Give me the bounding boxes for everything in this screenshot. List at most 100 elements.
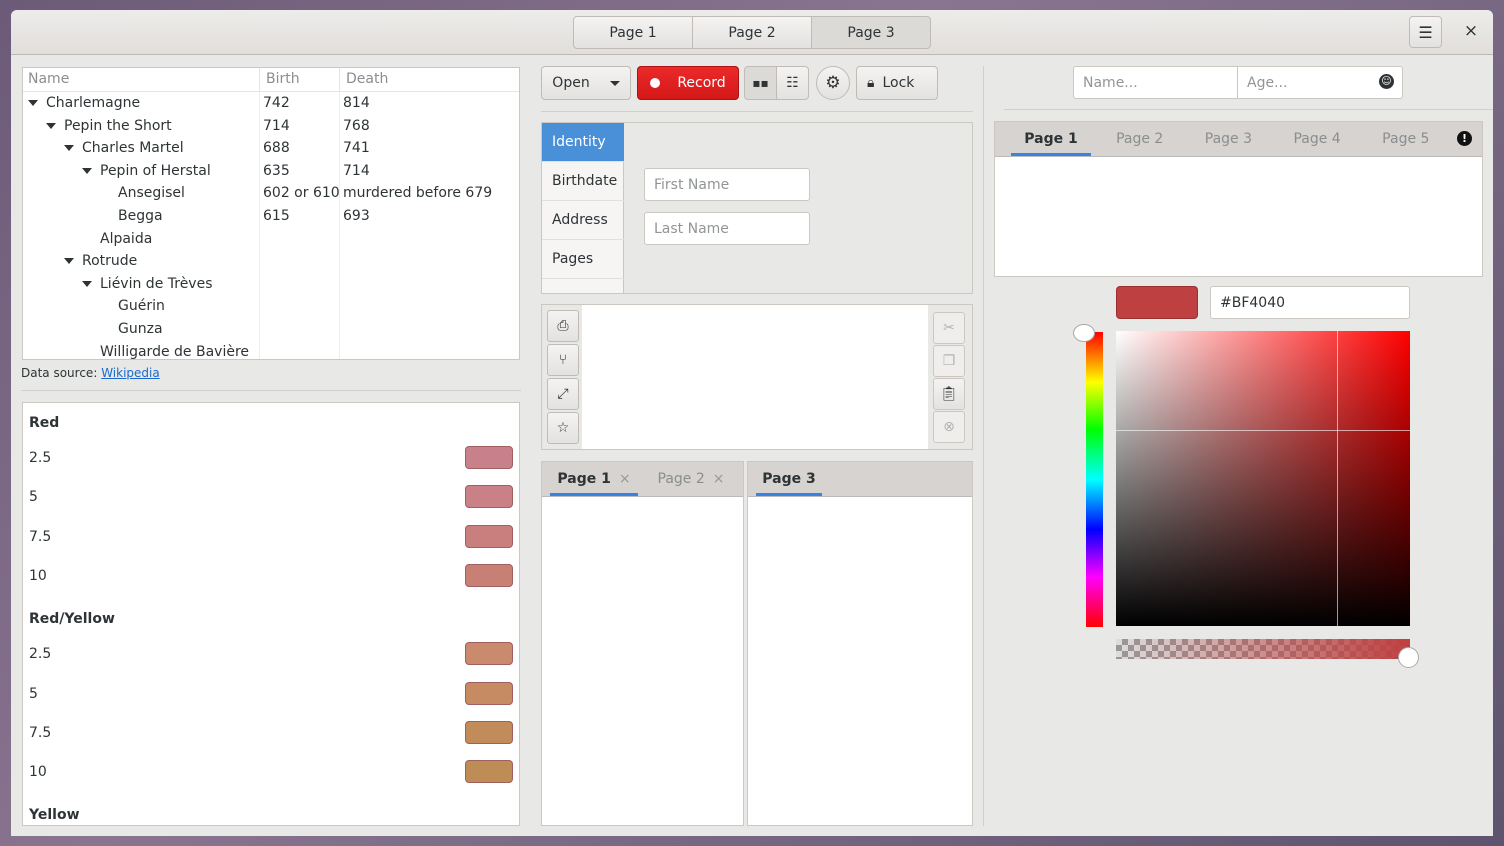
expander-icon[interactable] bbox=[46, 122, 56, 129]
tab-page-2[interactable]: Page 2 bbox=[1116, 131, 1164, 147]
tree-row[interactable]: Rotrude bbox=[23, 250, 519, 272]
expander-icon[interactable] bbox=[64, 258, 74, 265]
color-row[interactable]: 2.5 bbox=[29, 642, 519, 670]
tab-page-1[interactable]: Page 1 × bbox=[550, 462, 638, 496]
tree-row[interactable]: Willigarde de Bavière bbox=[23, 341, 519, 359]
color-row[interactable]: 10 bbox=[29, 760, 519, 788]
tab-page-3[interactable]: Page 3 bbox=[1204, 131, 1253, 147]
column-birth[interactable]: Birth bbox=[259, 68, 339, 92]
hex-input[interactable]: #BF4040 bbox=[1210, 286, 1410, 319]
row-name: Guérin bbox=[118, 298, 165, 315]
column-death[interactable]: Death bbox=[339, 68, 519, 92]
color-row[interactable]: 5 bbox=[29, 681, 519, 710]
color-swatch[interactable] bbox=[465, 760, 513, 784]
color-swatch[interactable] bbox=[465, 485, 513, 509]
open-label: Open bbox=[552, 75, 590, 91]
alpha-slider-handle[interactable] bbox=[1398, 647, 1419, 668]
tree-row[interactable]: Pepin the Short 714 768 bbox=[23, 115, 519, 137]
tab-page-2[interactable]: Page 2 × bbox=[647, 462, 735, 496]
settings-button[interactable]: ⚙ bbox=[816, 66, 850, 100]
row-birth: 602 or 610 bbox=[263, 185, 340, 202]
color-swatch[interactable] bbox=[465, 446, 513, 469]
tab-page-3[interactable]: Page 3 bbox=[756, 462, 822, 496]
alert-icon[interactable]: ! bbox=[1457, 131, 1472, 146]
sidebar-item-birthdate[interactable]: Birthdate bbox=[542, 162, 624, 201]
list-view-button[interactable]: ☷ bbox=[776, 66, 809, 100]
grid-view-button[interactable]: ▪▪ bbox=[744, 66, 777, 100]
color-swatch[interactable] bbox=[465, 681, 513, 705]
wikipedia-link[interactable]: Wikipedia bbox=[101, 366, 160, 380]
alpha-slider[interactable] bbox=[1116, 639, 1410, 659]
stack-page-2[interactable]: Page 2 bbox=[692, 16, 812, 49]
sidebar-item-identity[interactable]: Identity bbox=[542, 123, 624, 162]
color-swatch[interactable] bbox=[465, 642, 513, 666]
lock-label: Lock bbox=[882, 75, 915, 91]
tree-row[interactable]: Gunza bbox=[23, 318, 519, 340]
tree-row[interactable]: Ansegisel 602 or 610 murdered before 679 bbox=[23, 182, 519, 204]
color-swatch[interactable] bbox=[1116, 286, 1198, 319]
age-input[interactable]: Age... ☺ bbox=[1237, 66, 1403, 99]
lock-button[interactable]: 🔒︎ Lock bbox=[856, 66, 938, 100]
expander-icon[interactable] bbox=[82, 280, 92, 287]
row-name: Begga bbox=[118, 208, 163, 224]
hue-slider[interactable] bbox=[1086, 332, 1103, 627]
star-button[interactable]: ☆ bbox=[547, 412, 579, 444]
chevron-down-icon bbox=[609, 80, 620, 86]
cut-button[interactable]: ✂ bbox=[933, 312, 965, 344]
text-view[interactable] bbox=[582, 305, 928, 449]
tab-page-4[interactable]: Page 4 bbox=[1293, 131, 1341, 147]
last-name-input[interactable]: Last Name bbox=[644, 212, 810, 245]
saturation-value-plane[interactable] bbox=[1116, 331, 1410, 626]
color-swatch[interactable] bbox=[465, 524, 513, 548]
tab-page-5[interactable]: Page 5 bbox=[1382, 131, 1430, 147]
color-row[interactable]: 2.5 bbox=[29, 446, 519, 474]
first-name-input[interactable]: First Name bbox=[644, 168, 810, 201]
document-print-icon: ⎙ bbox=[557, 318, 569, 334]
sidebar-item-address[interactable]: Address bbox=[542, 201, 624, 240]
tree-row[interactable]: Alpaida bbox=[23, 228, 519, 250]
close-tab-icon[interactable]: × bbox=[712, 471, 725, 487]
color-row[interactable]: 5 bbox=[29, 485, 519, 513]
tree-row[interactable]: Pepin of Herstal 635 714 bbox=[23, 160, 519, 182]
record-button[interactable]: Record bbox=[637, 66, 739, 100]
name-input[interactable]: Name... bbox=[1073, 66, 1238, 99]
stack-page-3[interactable]: Page 3 bbox=[811, 16, 931, 49]
tree-row[interactable]: Charles Martel 688 741 bbox=[23, 137, 519, 159]
color-row[interactable]: 7.5 bbox=[29, 720, 519, 749]
color-swatch[interactable] bbox=[465, 563, 513, 587]
color-swatch[interactable] bbox=[465, 720, 513, 744]
clear-button[interactable]: ⊗ bbox=[933, 411, 965, 443]
open-menu-button[interactable]: Open bbox=[541, 66, 631, 100]
expander-icon[interactable] bbox=[64, 145, 74, 152]
row-death: 768 bbox=[343, 117, 370, 134]
expander-icon[interactable] bbox=[28, 100, 38, 106]
tree-row[interactable]: Liévin de Trèves bbox=[23, 273, 519, 295]
color-list[interactable]: Red 2.5 5 7.5 10 Red/Yellow 2.5 5 7.5 10 Yellow bbox=[22, 402, 520, 826]
tab-label: Page 2 bbox=[657, 471, 705, 487]
tree-row[interactable]: Guérin bbox=[23, 295, 519, 317]
row-name: Charles Martel bbox=[82, 140, 184, 157]
tree-row[interactable]: Charlemagne 742 814 bbox=[23, 92, 519, 114]
close-tab-icon[interactable]: × bbox=[618, 471, 631, 487]
color-row[interactable]: 7.5 bbox=[29, 524, 519, 553]
expander-icon[interactable] bbox=[82, 167, 92, 174]
close-button[interactable]: × bbox=[1463, 21, 1479, 41]
tab-page-1[interactable]: Page 1 bbox=[1011, 122, 1091, 156]
emoji-icon[interactable]: ☺ bbox=[1379, 74, 1394, 89]
tree-row[interactable]: Begga 615 693 bbox=[23, 205, 519, 227]
tree-view[interactable]: Name Birth Death Charlemagne 742 814 Pep… bbox=[22, 67, 520, 360]
hamburger-menu-icon[interactable]: ☰ bbox=[1409, 16, 1442, 48]
stack-page-1[interactable]: Page 1 bbox=[573, 16, 693, 49]
row-name: Liévin de Trèves bbox=[100, 275, 213, 292]
hue-slider-handle[interactable] bbox=[1073, 324, 1095, 342]
copy-button[interactable]: ❐ bbox=[933, 345, 965, 377]
color-row[interactable]: 10 bbox=[29, 563, 519, 592]
window: Page 1 Page 2 Page 3 ☰ × Name Birth Death … bbox=[11, 10, 1493, 836]
network-button[interactable]: ⑂ bbox=[547, 344, 579, 376]
sidebar-item-pages[interactable]: Pages bbox=[542, 240, 624, 279]
column-name[interactable]: Name bbox=[23, 68, 259, 92]
fullscreen-button[interactable]: ⤢ bbox=[547, 378, 579, 410]
document-print-button[interactable]: ⎙ bbox=[547, 310, 579, 342]
text-view-frame: ⎙ ⑂ ⤢ ☆ ✂ ❐ 📋︎ ⊗ bbox=[541, 304, 973, 450]
paste-button[interactable]: 📋︎ bbox=[933, 378, 965, 410]
